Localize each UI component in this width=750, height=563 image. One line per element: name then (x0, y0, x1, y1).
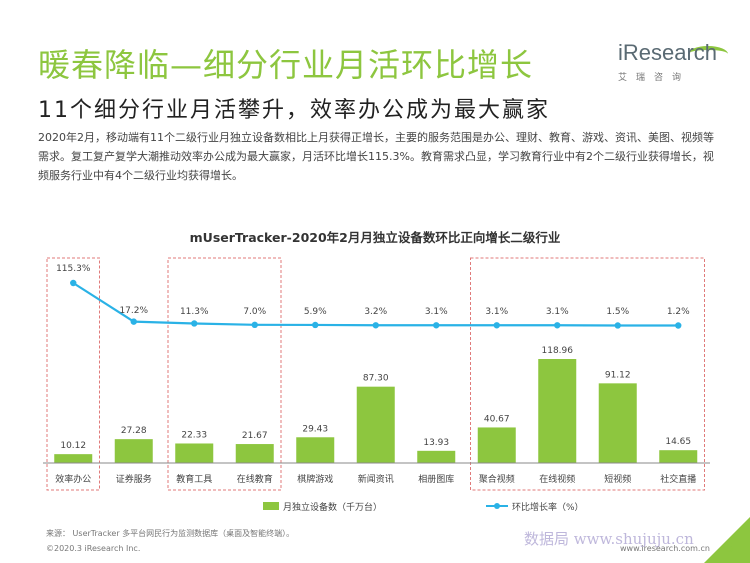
x-tick-labels: 效率办公 证券服务 教育工具 在线教育 棋牌游戏 新闻资讯 相册图库 聚合视频 在线视频 短视频 社… (55, 473, 696, 485)
x-tick-label: 棋牌游戏 (297, 473, 333, 485)
bar-value-labels: 10.12 27.28 22.33 21.67 29.43 87.30 13.93 40.67… (60, 346, 691, 451)
line-series (70, 279, 682, 329)
line-value-label: 1.5% (606, 307, 629, 317)
summary-paragraph: 2020年2月，移动端有11个二级行业月独立设备数相比上月获得正增长，主要的服务… (38, 131, 714, 182)
bar (175, 443, 214, 463)
line-value-label: 3.1% (485, 307, 508, 317)
x-tick-label: 新闻资讯 (358, 473, 394, 485)
x-tick-label: 相册图库 (418, 473, 454, 485)
line-point (251, 321, 258, 329)
legend-bar-label: 月独立设备数（千万台） (283, 501, 382, 513)
bar (477, 427, 516, 463)
line-point (493, 322, 500, 329)
bar-value-label: 40.67 (484, 414, 510, 424)
line-value-label: 7.0% (243, 307, 266, 317)
watermark: 数据局 www.shujuju.cn (524, 530, 694, 548)
bar-value-label: 27.28 (121, 426, 147, 436)
chart-title: mUserTracker-2020年2月月独立设备数环比正向增长二级行业 (190, 230, 561, 245)
bar-value-label: 10.12 (60, 441, 86, 451)
line-point (554, 322, 561, 329)
line-value-labels: 115.3% 17.2% 11.3% 7.0% 5.9% 3.2% 3.1% 3.1% 3.1%… (56, 264, 690, 317)
legend-line-label: 环比增长率（%） (512, 501, 584, 513)
legend: 月独立设备数（千万台） 环比增长率（%） (263, 501, 584, 513)
x-tick-label: 在线视频 (539, 473, 575, 485)
line-value-label: 3.2% (364, 307, 387, 317)
iresearch-logo: iResearch 艾瑞咨询 (618, 40, 728, 90)
logo-wordmark: iResearch (618, 40, 718, 65)
logo-swoosh-icon (688, 46, 728, 62)
bar (296, 437, 335, 463)
source-note: 来源： UserTracker 多平台网民行为监测数据库（桌面及智能终端）。 (46, 529, 295, 538)
line-value-label: 3.1% (425, 307, 448, 317)
bar-value-label: 21.67 (242, 431, 268, 441)
logo-tagline: 艾瑞咨询 (618, 73, 691, 83)
bar-series (54, 359, 698, 463)
line-value-label: 1.2% (667, 307, 690, 317)
page-subtitle: 11个细分行业月活攀升，效率办公成为最大赢家 (38, 98, 550, 123)
line-point (130, 318, 137, 325)
line-value-label: 11.3% (180, 307, 209, 317)
site-url[interactable]: www.iresearch.com.cn (620, 544, 710, 553)
growth-rate-line (72, 282, 679, 327)
x-tick-label: 短视频 (604, 473, 631, 485)
bar-value-label: 87.30 (363, 374, 389, 384)
x-tick-label: 在线教育 (237, 473, 273, 485)
line-point (312, 321, 319, 329)
line-point (614, 322, 621, 329)
line-value-label: 17.2% (119, 306, 148, 316)
legend-line-marker (494, 503, 500, 509)
highlight-box-2 (470, 257, 705, 491)
page-number: 5 (726, 541, 734, 555)
x-tick-label: 证券服务 (116, 473, 152, 485)
x-tick-label: 社交直播 (660, 473, 696, 485)
bar (598, 383, 637, 463)
page-title: 暖春降临—细分行业月活环比增长 (38, 46, 534, 84)
bar-value-label: 22.33 (181, 430, 207, 440)
highlight-boxes (46, 257, 705, 491)
highlight-box-1 (167, 257, 282, 491)
corner-decoration (704, 517, 750, 563)
line-value-label: 115.3% (56, 264, 91, 274)
line-point (70, 279, 77, 287)
line-point (675, 322, 682, 329)
line-value-label: 5.9% (304, 307, 327, 317)
copyright: ©2020.3 iResearch Inc. (46, 544, 141, 553)
line-point (433, 322, 440, 329)
bar (417, 450, 456, 463)
bar (114, 439, 153, 463)
bar-value-label: 13.93 (423, 438, 449, 448)
highlight-box-0 (46, 257, 100, 491)
bar (235, 444, 274, 463)
bar (54, 454, 93, 463)
bar-value-label: 118.96 (542, 346, 574, 356)
line-value-label: 3.1% (546, 307, 569, 317)
x-tick-label: 聚合视频 (479, 473, 515, 485)
x-tick-label: 教育工具 (176, 473, 212, 485)
bar-value-label: 29.43 (302, 424, 328, 434)
bar (538, 359, 577, 463)
x-tick-label: 效率办公 (55, 473, 91, 485)
bar-value-label: 14.65 (665, 437, 691, 447)
bar (356, 386, 395, 463)
bar (659, 450, 698, 463)
line-point (372, 322, 379, 329)
legend-bar-swatch (263, 502, 279, 510)
bar-value-label: 91.12 (605, 370, 631, 380)
line-point (191, 320, 198, 327)
